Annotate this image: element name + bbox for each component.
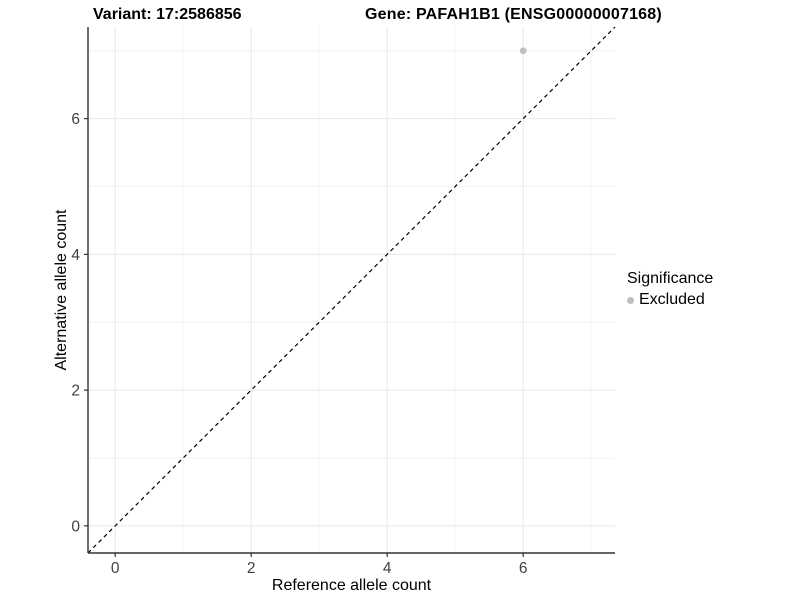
x-tick-label: 6	[519, 560, 528, 577]
x-tick-label: 0	[111, 560, 120, 577]
plot-title-gene: Gene: PAFAH1B1 (ENSG00000007168)	[365, 6, 662, 23]
x-tick-label: 4	[383, 560, 392, 577]
legend: Significance Excluded	[627, 270, 713, 309]
identity-line	[87, 26, 616, 554]
plot-title-variant: Variant: 17:2586856	[93, 6, 242, 23]
x-tick-label: 2	[247, 560, 256, 577]
legend-entry-label: Excluded	[639, 291, 705, 308]
y-tick-label: 0	[71, 518, 80, 535]
legend-point-icon	[627, 296, 634, 304]
x-axis-label: Reference allele count	[272, 577, 432, 594]
y-tick-label: 4	[71, 247, 80, 264]
y-axis-label: Alternative allele count	[53, 209, 70, 371]
y-tick-label: 6	[71, 111, 80, 128]
legend-title: Significance	[627, 270, 714, 287]
data-point	[519, 47, 527, 55]
legend-entry-excluded: Excluded	[627, 291, 713, 309]
y-tick-label: 2	[71, 383, 80, 400]
